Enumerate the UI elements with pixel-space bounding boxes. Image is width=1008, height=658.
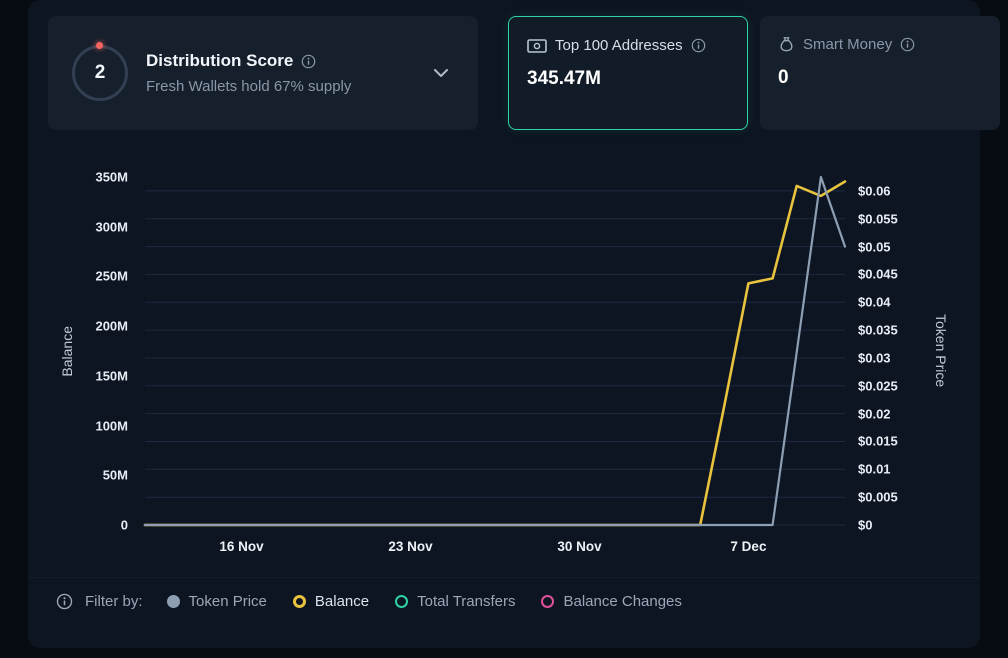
legend-label: Total Transfers [417,593,516,610]
info-icon[interactable] [56,593,73,610]
smart-money-value: 0 [778,67,789,88]
right-axis-ticks: $0.06 $0.055 $0.05 $0.045 $0.04 $0.035 $0.03 $0… [858,177,928,532]
axis-tick-label: $0.05 [858,239,891,255]
info-icon[interactable] [900,37,915,52]
axis-tick-label: 23 Nov [388,539,433,554]
legend-marker-0 [166,595,180,608]
distribution-card-subtitle: Fresh Wallets hold 67% supply [146,78,352,95]
score-circle: 2 [72,45,128,101]
right-axis-title: Token Price [933,314,949,388]
money-bag-icon [780,37,793,52]
token-analytics-panel: 2 Distribution Score Fresh Wallets hold … [28,0,1000,648]
alert-dot [96,42,103,49]
score-value: 2 [94,62,106,83]
smart-money-card[interactable]: Smart Money 0 [760,16,1000,130]
legend-items: Token Price Balance Total Transfers Bala… [166,593,682,610]
distribution-card-text: Distribution Score Fresh Wallets hold 67… [146,51,351,95]
axis-tick-label: $0.035 [858,322,898,338]
axis-tick-label: $0.025 [858,378,898,394]
summary-cards-row: 2 Distribution Score Fresh Wallets hold … [48,16,1000,130]
axis-tick-label: 7 Dec [730,539,767,554]
chart-plot-svg [143,175,847,527]
x-axis-ticks: 16 Nov 23 Nov 30 Nov 7 Dec [145,539,845,559]
axis-tick-label: $0.01 [858,461,891,477]
axis-tick-label: $0.06 [858,183,891,199]
banknote-icon [527,38,547,53]
axis-tick-label: $0.015 [858,433,898,449]
info-icon[interactable] [691,38,706,53]
balance-price-chart: Balance 350M 300M 250M 200M 150M 100M 50M 0 $0.… [28,140,980,576]
legend-marker-3 [541,595,555,608]
axis-tick-label: $0.045 [858,266,898,282]
axis-tick-label: 150M [95,368,128,384]
distribution-card-title: Distribution Score [146,51,294,70]
smart-money-title: Smart Money [803,36,893,53]
axis-tick-label: $0.005 [858,489,898,505]
axis-tick-label: 16 Nov [219,539,264,554]
legend-label: Balance [314,593,370,610]
axis-tick-label: 200M [95,318,128,334]
axis-tick-label: 350M [95,169,128,185]
legend-item-balance-changes[interactable]: Balance Changes [541,593,682,610]
chart-filter-bar: Filter by: Token Price Balance Total Tra… [28,577,980,610]
legend-marker-2 [395,595,409,608]
axis-tick-label: 300M [95,219,128,235]
legend-label: Token Price [188,593,267,610]
top-100-addresses-card[interactable]: Top 100 Addresses 345.47M [508,16,748,130]
legend-marker-1 [292,595,306,608]
axis-tick-label: $0.055 [858,211,898,227]
chart-plot [143,175,847,527]
axis-tick-label: 250M [95,268,128,284]
top-100-title: Top 100 Addresses [555,37,683,54]
axis-tick-label: 100M [95,418,128,434]
legend-item-balance[interactable]: Balance [292,593,370,610]
legend-label: Balance Changes [563,593,682,610]
filter-by-label: Filter by: [85,593,143,610]
legend-item-token-price[interactable]: Token Price [166,593,267,610]
top-100-value: 345.47M [527,68,601,89]
info-icon[interactable] [301,54,316,69]
chevron-down-icon[interactable] [434,68,448,78]
distribution-score-badge: 2 [72,42,128,101]
axis-tick-label: $0.03 [858,350,891,366]
distribution-score-card[interactable]: 2 Distribution Score Fresh Wallets hold … [48,16,478,130]
axis-tick-label: 0 [120,517,128,533]
axis-tick-label: $0.02 [858,406,891,422]
axis-tick-label: $0.04 [858,294,891,310]
axis-tick-label: 50M [102,467,128,483]
left-axis-ticks: 350M 300M 250M 200M 150M 100M 50M 0 [28,170,136,533]
axis-tick-label: $0 [858,517,873,533]
legend-item-total-transfers[interactable]: Total Transfers [395,593,515,610]
axis-tick-label: 30 Nov [557,539,602,554]
